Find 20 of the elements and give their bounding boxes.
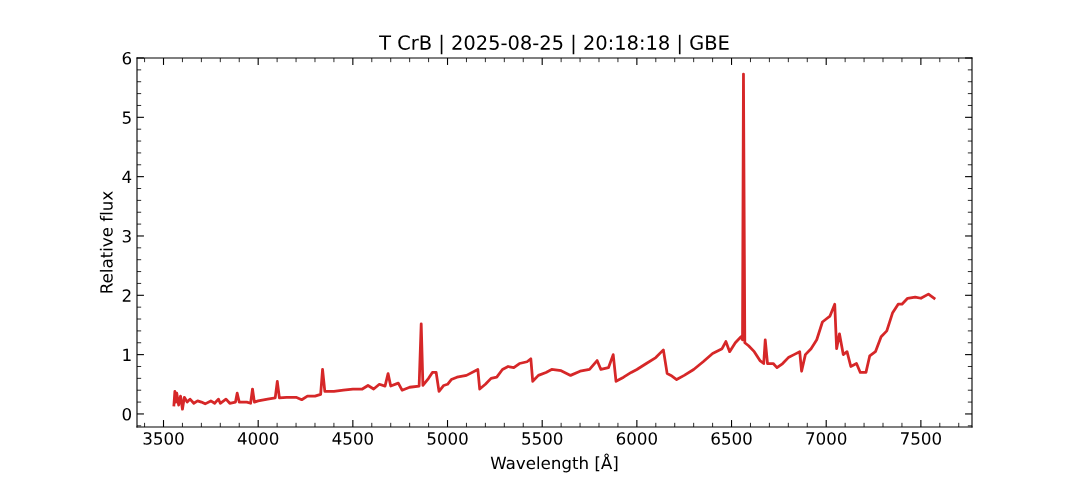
- y-tick-label: 1: [123, 348, 131, 361]
- y-tick-label: 5: [122, 111, 131, 124]
- y-tick-label: 3: [122, 229, 131, 243]
- x-tick-label: 7500: [901, 432, 941, 445]
- line-series: [172, 72, 936, 411]
- x-tick-label: 6500: [711, 432, 752, 445]
- y-tick-label: 6: [122, 51, 132, 65]
- x-tick-label: 3500: [143, 432, 184, 445]
- y-tick-label: 0: [122, 407, 132, 421]
- x-tick-label: 4500: [332, 432, 373, 445]
- y-tick-label: 2: [122, 289, 131, 302]
- x-tick-label: 5000: [427, 432, 468, 445]
- y-axis-title: Relative flux: [99, 191, 113, 293]
- x-tick-label: 6000: [616, 432, 657, 445]
- chart-title: T CrB | 2025-08-25 | 20:18:18 | GBE: [379, 34, 729, 55]
- x-axis-title: Wavelength [Å]: [490, 453, 618, 473]
- x-tick-label: 7000: [806, 432, 847, 445]
- x-tick-label: 4000: [237, 432, 279, 445]
- x-tick-label: 5500: [522, 432, 563, 445]
- y-tick-label: 4: [122, 170, 132, 183]
